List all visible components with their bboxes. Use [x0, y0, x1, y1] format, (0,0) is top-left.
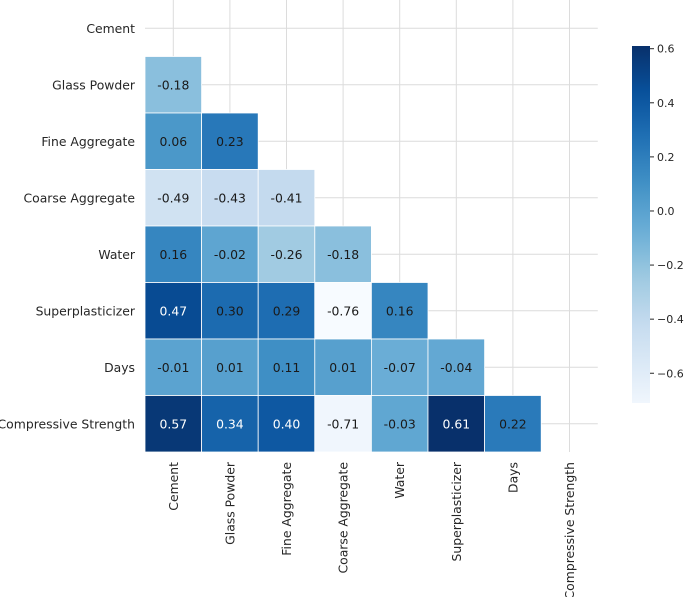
cell-value-label: 0.29 — [273, 303, 301, 318]
column-tick-label: Cement — [166, 462, 181, 511]
column-tick-label: Superplasticizer — [449, 461, 464, 561]
column-tick-label: Fine Aggregate — [279, 462, 294, 556]
heatmap-cell — [484, 395, 542, 453]
cell-value-label: -0.18 — [157, 77, 189, 92]
heatmap-cell — [201, 282, 259, 340]
row-tick-label: Superplasticizer — [36, 303, 136, 318]
cell-value-label: -0.26 — [270, 247, 302, 262]
row-tick-label: Fine Aggregate — [41, 134, 135, 149]
heatmap-cell — [370, 395, 429, 453]
cell-value-label: 0.16 — [160, 247, 188, 262]
heatmap-cell — [314, 338, 372, 396]
heatmap-cell — [257, 225, 316, 283]
heatmap-cell — [144, 282, 202, 340]
row-tick-label: Compressive Strength — [0, 416, 135, 431]
heatmap-cell — [257, 282, 316, 340]
heatmap-cell — [427, 338, 485, 396]
heatmap-cell — [370, 282, 429, 340]
heatmap-value-labels: -0.18 0.06 0.23 -0.49 -0.43 -0.41 0.16 -0.02 -0.… — [157, 77, 526, 431]
cell-value-label: 0.61 — [443, 416, 471, 431]
colorbar-tick-label: −0.6 — [657, 367, 684, 380]
cell-value-label: -0.07 — [384, 360, 416, 375]
cell-value-label: -0.04 — [440, 360, 472, 375]
heatmap-cell — [201, 338, 259, 396]
cell-value-label: 0.01 — [329, 360, 357, 375]
heatmap-cell — [144, 338, 202, 396]
row-tick-label: Coarse Aggregate — [23, 190, 135, 205]
cell-value-label: 0.30 — [216, 303, 244, 318]
cell-value-label: 0.22 — [499, 416, 527, 431]
column-tick-label: Glass Powder — [222, 461, 237, 545]
column-tick-label: Coarse Aggregate — [336, 462, 351, 574]
heatmap-cell — [370, 338, 429, 396]
colorbar-ticks: 0.6 0.4 0.2 0.0 −0.2 −0.4 −0.6 — [650, 43, 684, 380]
cell-value-label: -0.43 — [214, 190, 246, 205]
row-tick-label: Glass Powder — [52, 77, 136, 92]
cell-value-label: 0.23 — [216, 134, 244, 149]
cell-value-label: 0.47 — [160, 303, 188, 318]
cell-value-label: 0.06 — [160, 134, 188, 149]
colorbar-tick-label: 0.6 — [657, 43, 675, 56]
heatmap-cells — [144, 56, 542, 453]
heatmap-cell — [314, 225, 372, 283]
cell-value-label: -0.41 — [270, 190, 302, 205]
cell-value-label: 0.57 — [160, 416, 188, 431]
cell-value-label: -0.18 — [327, 247, 359, 262]
column-tick-labels: Cement Glass Powder Fine Aggregate Coarse A… — [166, 461, 577, 597]
heatmap-cell — [201, 395, 259, 453]
cell-value-label: -0.76 — [327, 303, 359, 318]
cell-value-label: -0.02 — [214, 247, 246, 262]
cell-value-label: 0.40 — [273, 416, 301, 431]
colorbar-tick-label: 0.4 — [657, 97, 675, 110]
colorbar-tick-label: 0.0 — [657, 205, 675, 218]
row-tick-label: Days — [104, 360, 135, 375]
colorbar-tick-label: 0.2 — [657, 151, 675, 164]
heatmap-cell — [257, 169, 316, 227]
row-tick-label: Cement — [86, 21, 135, 36]
cell-value-label: 0.34 — [216, 416, 244, 431]
cell-value-label: 0.16 — [386, 303, 414, 318]
colorbar-gradient — [632, 46, 650, 403]
heatmap-cell — [144, 395, 202, 453]
cell-value-label: -0.01 — [157, 360, 189, 375]
colorbar: 0.6 0.4 0.2 0.0 −0.2 −0.4 −0.6 — [632, 43, 684, 403]
heatmap-cell — [144, 169, 202, 227]
heatmap-cell — [427, 395, 485, 453]
cell-value-label: -0.49 — [157, 190, 189, 205]
cell-value-label: -0.03 — [384, 416, 416, 431]
heatmap-cell — [201, 169, 259, 227]
cell-value-label: 0.11 — [273, 360, 301, 375]
heatmap-cell — [257, 338, 316, 396]
column-tick-label: Compressive Strength — [562, 462, 577, 597]
cell-value-label: -0.71 — [327, 416, 359, 431]
row-tick-label: Water — [98, 247, 136, 262]
colorbar-tick-label: −0.2 — [657, 259, 684, 272]
column-tick-label: Days — [505, 462, 520, 493]
row-tick-labels: Cement Glass Powder Fine Aggregate Coarse A… — [0, 21, 136, 432]
colorbar-tick-label: −0.4 — [657, 313, 684, 326]
heatmap-cell — [144, 225, 202, 283]
column-tick-label: Water — [392, 461, 407, 499]
cell-value-label: 0.01 — [216, 360, 244, 375]
heatmap-cell — [314, 282, 372, 340]
